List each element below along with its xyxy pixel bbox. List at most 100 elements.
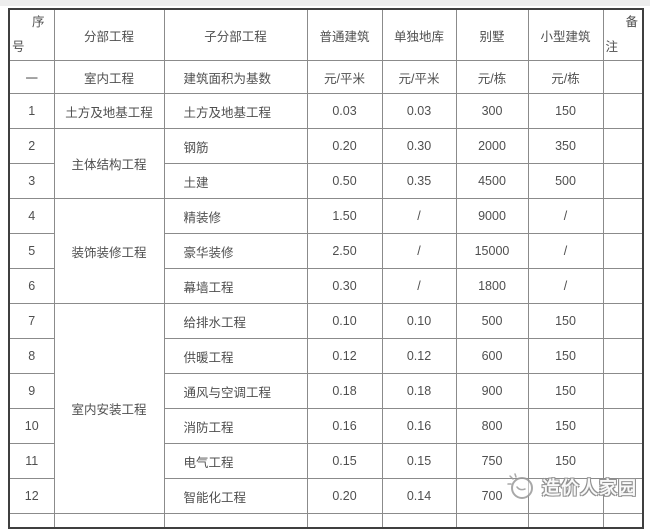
value-cell: 0.10 bbox=[381, 303, 457, 339]
unit-row: 一 室内工程 建筑面积为基数 元/平米 元/平米 元/栋 元/栋 bbox=[8, 60, 644, 94]
value-cell: / bbox=[381, 233, 457, 269]
seq-cell bbox=[8, 513, 55, 528]
value-cell: 0.20 bbox=[306, 128, 383, 164]
value-cell: 350 bbox=[527, 128, 604, 164]
note-cell bbox=[602, 408, 644, 444]
value-cell: 0.12 bbox=[381, 338, 457, 374]
note-cell bbox=[602, 268, 644, 304]
table-row: 3 土建 0.50 0.35 4500 500 bbox=[8, 163, 644, 199]
note-cell bbox=[602, 198, 644, 234]
seq-cell: 一 bbox=[8, 60, 55, 94]
value-cell: 150 bbox=[527, 93, 604, 129]
value-cell bbox=[306, 513, 383, 528]
table-row: 5 豪华装修 2.50 / 15000 / bbox=[8, 233, 644, 269]
seq-cell: 8 bbox=[8, 338, 55, 374]
value-cell: 150 bbox=[527, 303, 604, 339]
value-cell: 0.18 bbox=[306, 373, 383, 409]
value-cell: 800 bbox=[455, 408, 529, 444]
seq-cell: 9 bbox=[8, 373, 55, 409]
unit-cell: 元/平米 bbox=[306, 60, 383, 94]
table-row: 6 幕墙工程 0.30 / 1800 / bbox=[8, 268, 644, 304]
note-cell bbox=[602, 443, 644, 479]
unit-cell: 元/平米 bbox=[381, 60, 457, 94]
subdivision-cell: 精装修 bbox=[163, 198, 308, 234]
subdivision-cell: 钢筋 bbox=[163, 128, 308, 164]
subdivision-cell: 智能化工程 bbox=[163, 478, 308, 514]
table-row: 9 通风与空调工程 0.18 0.18 900 150 bbox=[8, 373, 644, 409]
division-cell: 土方及地基工程 bbox=[53, 93, 165, 129]
division-cell: 室内工程 bbox=[53, 60, 165, 94]
value-cell: 1.50 bbox=[306, 198, 383, 234]
subdivision-cell: 消防工程 bbox=[163, 408, 308, 444]
value-cell: 0.30 bbox=[381, 128, 457, 164]
value-cell: 0.16 bbox=[381, 408, 457, 444]
seq-cell: 6 bbox=[8, 268, 55, 304]
seq-cell: 11 bbox=[8, 443, 55, 479]
note-cell bbox=[602, 338, 644, 374]
note-cell bbox=[602, 128, 644, 164]
header-villa: 别墅 bbox=[455, 8, 529, 61]
value-cell: 2.50 bbox=[306, 233, 383, 269]
value-cell: 150 bbox=[527, 408, 604, 444]
subdivision-cell: 供暖工程 bbox=[163, 338, 308, 374]
unit-cell: 元/栋 bbox=[527, 60, 604, 94]
table-row: 12 智能化工程 0.20 0.14 700 bbox=[8, 478, 644, 514]
value-cell: 0.03 bbox=[381, 93, 457, 129]
value-cell: 0.30 bbox=[306, 268, 383, 304]
value-cell: 750 bbox=[455, 443, 529, 479]
table-row: 1 土方及地基工程 土方及地基工程 0.03 0.03 300 150 bbox=[8, 93, 644, 129]
seq-cell: 7 bbox=[8, 303, 55, 339]
table-row: 7 室内安装工程 给排水工程 0.10 0.10 500 150 bbox=[8, 303, 644, 514]
subdivision-cell: 土方及地基工程 bbox=[163, 93, 308, 129]
value-cell: / bbox=[527, 268, 604, 304]
value-cell bbox=[527, 513, 604, 528]
seq-cell: 3 bbox=[8, 163, 55, 199]
value-cell: 0.15 bbox=[306, 443, 383, 479]
division-cell bbox=[53, 513, 165, 528]
division-cell: 装饰装修工程 bbox=[53, 198, 165, 304]
value-cell bbox=[455, 513, 529, 528]
value-cell: 15000 bbox=[455, 233, 529, 269]
seq-cell: 2 bbox=[8, 128, 55, 164]
value-cell bbox=[381, 513, 457, 528]
seq-cell: 4 bbox=[8, 198, 55, 234]
subdivision-cell: 土建 bbox=[163, 163, 308, 199]
value-cell: 0.35 bbox=[381, 163, 457, 199]
page-top-strip bbox=[0, 0, 650, 6]
subdivision-cell: 电气工程 bbox=[163, 443, 308, 479]
note-cell bbox=[602, 373, 644, 409]
unit-cell: 元/栋 bbox=[455, 60, 529, 94]
note-cell bbox=[602, 93, 644, 129]
header-small-building: 小型建筑 bbox=[527, 8, 604, 61]
seq-cell: 12 bbox=[8, 478, 55, 514]
seq-cell: 1 bbox=[8, 93, 55, 129]
value-cell: 0.20 bbox=[306, 478, 383, 514]
note-cell bbox=[602, 303, 644, 339]
value-cell: 0.15 bbox=[381, 443, 457, 479]
value-cell: 0.50 bbox=[306, 163, 383, 199]
note-cell bbox=[602, 478, 644, 514]
table-row: 2 主体结构工程 钢筋 0.20 0.30 2000 350 bbox=[8, 128, 644, 199]
note-cell bbox=[602, 233, 644, 269]
value-cell: 500 bbox=[527, 163, 604, 199]
note-cell bbox=[602, 513, 644, 528]
table-row: 4 装饰装修工程 精装修 1.50 / 9000 / bbox=[8, 198, 644, 304]
subdivision-cell: 通风与空调工程 bbox=[163, 373, 308, 409]
header-standalone-basement: 单独地库 bbox=[381, 8, 457, 61]
division-cell: 室内安装工程 bbox=[53, 303, 165, 514]
value-cell: 0.03 bbox=[306, 93, 383, 129]
construction-cost-table: 序号 分部工程 子分部工程 普通建筑 单独地库 别墅 小型建筑 备注 一 室内工… bbox=[8, 8, 644, 529]
value-cell: / bbox=[527, 198, 604, 234]
value-cell: 0.10 bbox=[306, 303, 383, 339]
value-cell: / bbox=[527, 233, 604, 269]
value-cell: / bbox=[381, 198, 457, 234]
seq-cell: 5 bbox=[8, 233, 55, 269]
header-seq: 序号 bbox=[8, 8, 55, 61]
value-cell bbox=[527, 478, 604, 514]
header-subdivision: 子分部工程 bbox=[163, 8, 308, 61]
value-cell: 900 bbox=[455, 373, 529, 409]
value-cell: / bbox=[381, 268, 457, 304]
note-cell bbox=[602, 163, 644, 199]
value-cell: 4500 bbox=[455, 163, 529, 199]
value-cell: 0.12 bbox=[306, 338, 383, 374]
